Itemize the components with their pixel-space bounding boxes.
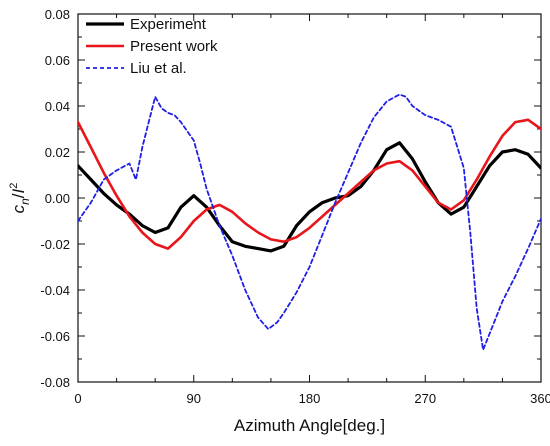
- legend-label: Experiment: [130, 16, 207, 33]
- y-tick-label: -0.04: [40, 283, 70, 298]
- y-tick-label: 0.00: [45, 191, 70, 206]
- x-tick-label: 270: [414, 391, 436, 406]
- legend-label: Liu et al.: [130, 60, 187, 77]
- series-line-experiment: [78, 141, 541, 253]
- x-tick-label: 360: [530, 391, 550, 406]
- y-tick-label: 0.06: [45, 53, 70, 68]
- y-axis-title-subscript: n: [18, 198, 32, 205]
- x-axis-title: Azimuth Angle[deg.]: [234, 416, 385, 435]
- y-axis-title-superscript: 2: [8, 183, 20, 189]
- x-tick-label: 180: [299, 391, 321, 406]
- y-tick-label: 0.02: [45, 145, 70, 160]
- y-tick-label: 0.08: [45, 7, 70, 22]
- series-line-present-work: [78, 118, 541, 250]
- x-tick-label: 90: [187, 391, 201, 406]
- legend: Experiment Present work Liu et al.: [86, 16, 218, 77]
- y-tick-label: -0.08: [40, 375, 70, 390]
- y-axis-title-base: c: [9, 204, 28, 213]
- series-line-liu-et-al: [78, 93, 541, 351]
- y-axis-title-separator: /: [9, 193, 28, 198]
- y-axis-title-variable: Ι: [9, 188, 28, 193]
- y-tick-label: -0.02: [40, 237, 70, 252]
- y-tick-label: -0.06: [40, 329, 70, 344]
- y-tick-label: 0.04: [45, 99, 70, 114]
- legend-label: Present work: [130, 38, 218, 55]
- x-tick-label: 0: [74, 391, 81, 406]
- y-axis-title: cn/Ι2: [8, 183, 32, 214]
